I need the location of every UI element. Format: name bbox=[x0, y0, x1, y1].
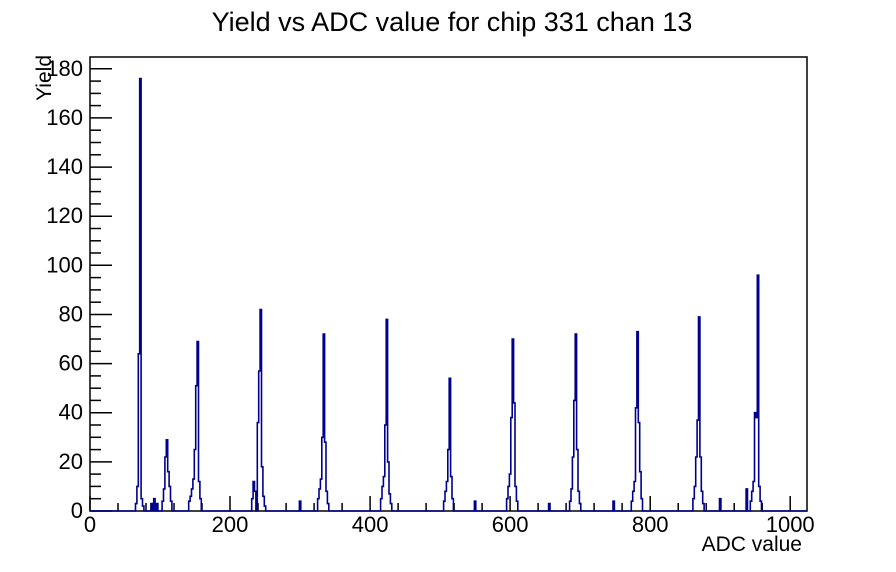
plot-frame bbox=[89, 56, 808, 512]
y-tick-label: 40 bbox=[59, 400, 83, 425]
y-tick-label: 140 bbox=[46, 154, 83, 179]
x-tick-label: 600 bbox=[492, 512, 529, 537]
y-tick-label: 80 bbox=[59, 302, 83, 327]
y-tick-label: 20 bbox=[59, 449, 83, 474]
y-tick-label: 60 bbox=[59, 351, 83, 376]
x-tick-label: 400 bbox=[352, 512, 389, 537]
histogram-series bbox=[90, 77, 807, 512]
y-tick-label: 0 bbox=[71, 498, 83, 523]
x-axis-title: ADC value bbox=[702, 533, 802, 556]
x-tick-label: 0 bbox=[84, 512, 96, 537]
y-tick-label: 100 bbox=[46, 252, 83, 277]
plot-frame-border bbox=[89, 56, 808, 512]
y-tick-label: 120 bbox=[46, 203, 83, 228]
histogram-path bbox=[90, 77, 807, 512]
y-tick-label: 160 bbox=[46, 105, 83, 130]
y-axis-title: Yield bbox=[33, 55, 56, 101]
x-tick-label: 1000 bbox=[766, 512, 815, 537]
x-tick-label: 200 bbox=[212, 512, 249, 537]
y-tick-label: 180 bbox=[46, 56, 83, 81]
x-tick-label: 800 bbox=[632, 512, 669, 537]
tick-labels: 0 200 400 600 800 1000 0 20 40 60 80 100 120 140 160 18… bbox=[46, 56, 814, 537]
chart-title: Yield vs ADC value for chip 331 chan 13 bbox=[212, 7, 693, 37]
